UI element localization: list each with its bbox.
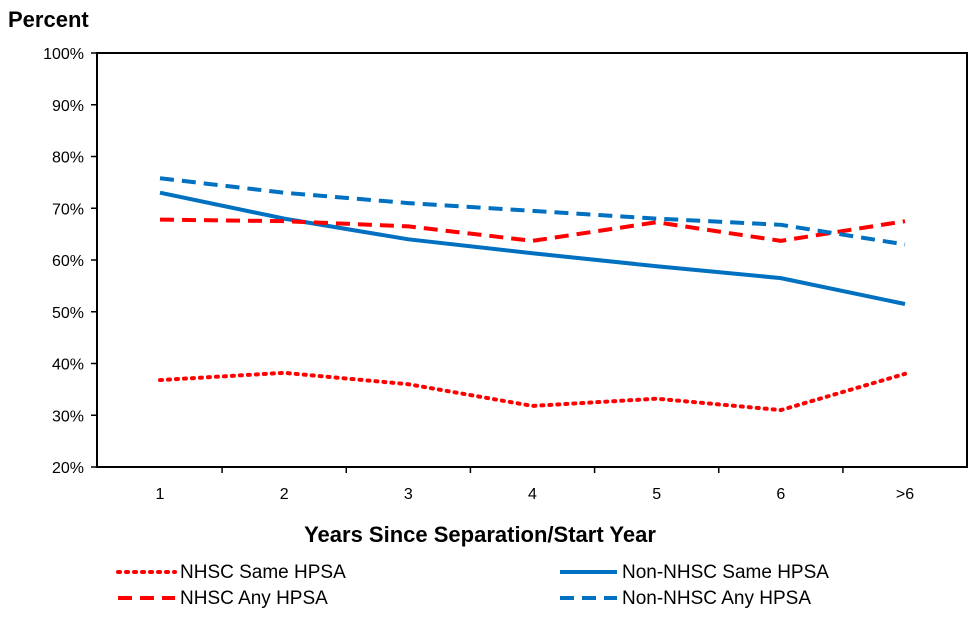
y-axis: 20% 30% 40% 50% 60% 70% 80% 90% 100% [43, 46, 97, 477]
x-axis-title: Years Since Separation/Start Year [304, 522, 656, 547]
series-line-0 [158, 370, 907, 413]
y-tick-label: 60% [52, 253, 84, 270]
y-tick-label: 20% [52, 460, 84, 477]
y-axis-title: Percent [8, 7, 89, 32]
legend-label: Non-NHSC Any HPSA [622, 588, 811, 609]
legend-label: Non-NHSC Same HPSA [622, 562, 829, 583]
y-tick-label: 50% [52, 305, 84, 322]
series-lines [158, 176, 907, 413]
y-tick-label: 100% [43, 46, 84, 63]
y-tick-label: 30% [52, 408, 84, 425]
y-tick-label: 70% [52, 201, 84, 218]
series-line-3 [159, 176, 906, 247]
x-tick-label: 3 [404, 486, 413, 503]
x-axis: 1 2 3 4 5 6 >6 [156, 467, 914, 503]
series-line-2 [159, 217, 906, 243]
x-tick-label: 1 [156, 486, 165, 503]
y-tick-label: 80% [52, 150, 84, 167]
y-tick-label: 40% [52, 357, 84, 374]
series-line-1 [159, 190, 906, 306]
legend-label: NHSC Any HPSA [180, 588, 328, 609]
y-tick-label: 90% [52, 98, 84, 115]
x-tick-label: >6 [896, 486, 914, 503]
legend-label: NHSC Same HPSA [180, 562, 346, 583]
legend: NHSC Same HPSA Non-NHSC Same HPSA NHSC Any… [116, 562, 829, 609]
x-tick-label: 6 [776, 486, 785, 503]
x-tick-label: 4 [528, 486, 537, 503]
x-tick-label: 5 [652, 486, 661, 503]
x-tick-label: 2 [280, 486, 289, 503]
